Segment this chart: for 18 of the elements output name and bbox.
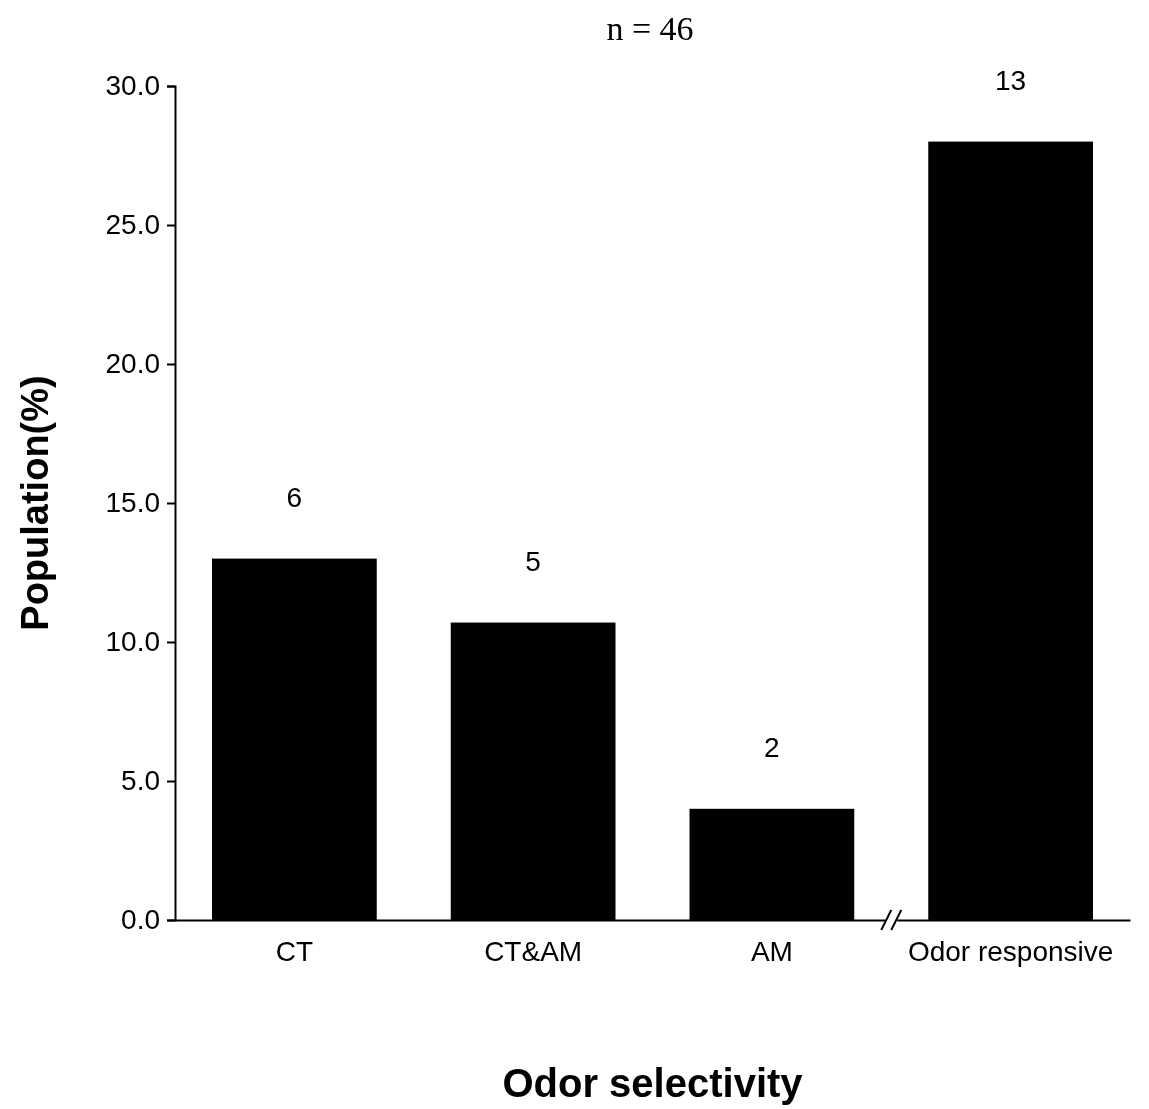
annotation: 13 (995, 64, 1027, 96)
x-tick-label: CT&AM (484, 936, 583, 967)
x-axis-title: Odor selectivity (502, 1061, 804, 1105)
x-tick-label: AM (750, 936, 793, 967)
y-tick-label: 15.0 (105, 487, 160, 519)
annotation: 2 (764, 731, 780, 763)
y-tick-label: 10.0 (105, 626, 160, 658)
y-tick-label: 30.0 (105, 70, 160, 102)
y-tick-label: 0.0 (121, 904, 160, 936)
x-tick-label: CT (275, 936, 314, 967)
y-tick-label: 20.0 (105, 348, 160, 380)
annotation: 6 (286, 481, 303, 513)
y-tick-label: 25.0 (105, 209, 160, 241)
y-axis-title: Population(%) (14, 375, 56, 631)
chart-title: n = 46 (606, 10, 694, 47)
x-tick-label: Odor responsive (907, 936, 1114, 967)
annotation: 5 (525, 545, 541, 577)
y-tick-label: 5.0 (121, 765, 160, 797)
